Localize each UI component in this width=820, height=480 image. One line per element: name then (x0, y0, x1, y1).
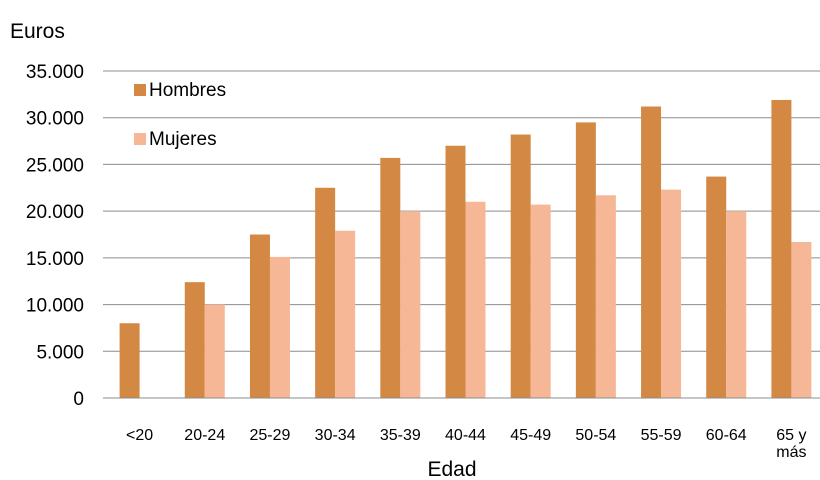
bar-mujeres (335, 230, 356, 398)
y-tick-label: 35.000 (26, 62, 84, 83)
y-axis-label: Euros (10, 20, 65, 43)
bar-hombres (184, 282, 205, 398)
legend: Hombres Mujeres (134, 80, 226, 150)
legend-swatch-mujeres (134, 133, 146, 145)
x-axis-label: Edad (427, 458, 476, 480)
x-tick-label: más (776, 444, 806, 461)
bar-hombres (445, 145, 466, 398)
bars (119, 99, 812, 398)
bar-mujeres (400, 211, 421, 398)
bar-hombres (575, 122, 596, 398)
y-tick-label: 15.000 (26, 249, 84, 270)
y-tick-label: 0 (73, 389, 84, 410)
bar-mujeres (269, 256, 290, 398)
y-tick-label: 10.000 (26, 296, 84, 317)
x-tick-label: 40-44 (445, 427, 486, 444)
bar-mujeres (791, 241, 812, 398)
x-tick-label: 25-29 (249, 427, 290, 444)
bar-hombres (771, 99, 792, 398)
bar-mujeres (661, 189, 682, 398)
x-tick-label: 45-49 (510, 427, 551, 444)
legend-label-mujeres: Mujeres (149, 129, 217, 150)
bar-mujeres (530, 204, 551, 398)
bar-hombres (706, 176, 727, 398)
x-tick-label: 35-39 (380, 427, 421, 444)
x-tick-label: 20-24 (184, 427, 225, 444)
bar-mujeres (726, 211, 747, 398)
legend-swatch-hombres (134, 84, 146, 96)
x-tick-label: 55-59 (641, 427, 682, 444)
bar-hombres (380, 157, 401, 398)
y-axis-ticks: 0 5.000 10.000 15.000 20.000 25.000 30.000 35.0… (26, 62, 84, 410)
x-tick-label: <20 (126, 427, 153, 444)
y-tick-label: 5.000 (36, 342, 84, 363)
bar-hombres (249, 234, 270, 398)
bar-hombres (315, 187, 336, 398)
x-tick-label: 60-64 (706, 427, 747, 444)
x-tick-label: 65 y (776, 427, 806, 444)
bar-mujeres (465, 201, 486, 398)
x-axis-ticks: <20 20-24 25-29 30-34 35-39 40-44 45-49 50-54 55… (126, 427, 807, 461)
y-tick-label: 30.000 (26, 109, 84, 130)
legend-label-hombres: Hombres (149, 80, 226, 101)
x-tick-label: 50-54 (575, 427, 616, 444)
y-tick-label: 20.000 (26, 202, 84, 223)
bar-hombres (510, 134, 531, 398)
bar-hombres (119, 323, 140, 398)
bar-mujeres (204, 304, 225, 398)
x-tick-label: 30-34 (315, 427, 356, 444)
bar-mujeres (595, 195, 616, 398)
bar-hombres (641, 106, 662, 398)
y-tick-label: 25.000 (26, 155, 84, 176)
